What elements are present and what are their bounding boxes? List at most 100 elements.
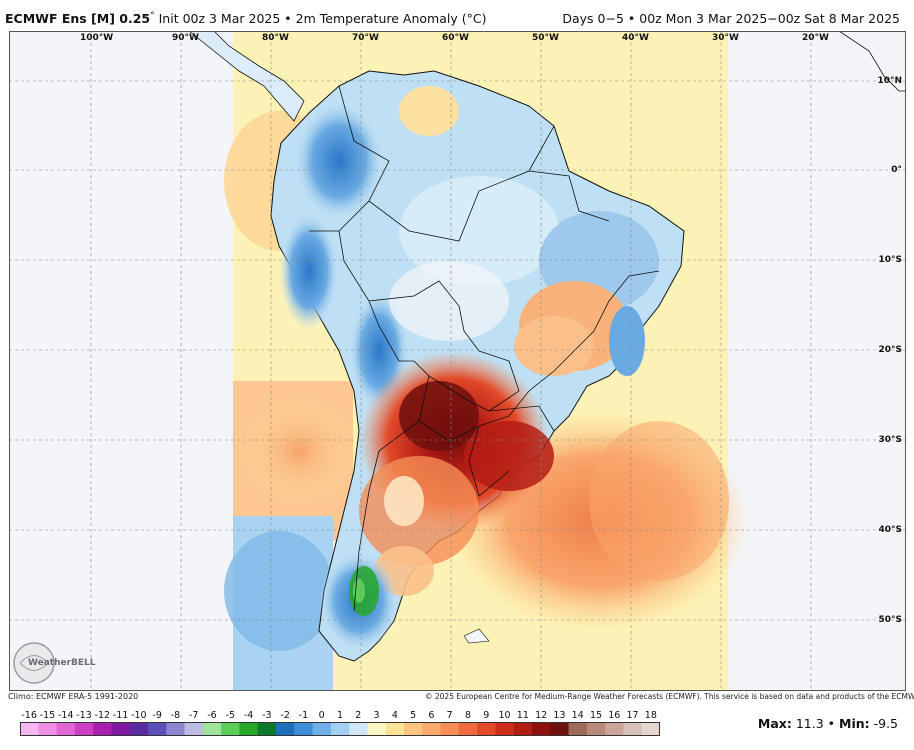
colorbar-tick-label: -2 [280,710,290,721]
max-min-stats: Max: 11.3 • Min: -9.5 [758,716,898,731]
colorbar-swatch [532,722,551,736]
colorbar-swatch [605,722,624,736]
lat-label-10n: 10°N [877,76,902,86]
title-bullet: • [284,11,292,26]
colorbar-tick-label: 14 [571,710,584,721]
max-label: Max: [757,716,792,731]
colorbar-swatch [422,722,442,736]
colorbar-swatch [294,722,314,736]
colorbar-tick-label: -8 [170,710,181,721]
valid-period: Days 0−5 • 00z Mon 3 Mar 2025−00z Sat 8 … [562,11,900,26]
colorbar-swatch [477,722,496,736]
colorbar-tick-label: -12 [94,710,111,721]
falkland-islands [463,628,490,644]
lon-label-100w: 100°W [80,33,114,43]
colorbar-tick-label: 1 [336,710,344,721]
lat-label-40s: 40°S [878,525,902,535]
colorbar-swatch [74,722,94,736]
central-america-land [187,30,305,122]
colorbar-tick-label: -6 [207,710,217,721]
colorbar-labels: -16 -15 -14 -13 -12 -11 -10 -9 -8 -7 -6 -5 -4 -3 -2 -1 0… [20,710,660,722]
lon-label-70w: 70°W [352,33,379,43]
lon-label-80w: 80°W [262,33,289,43]
land-anomaly-fills [279,86,659,651]
min-label: Min: [839,716,870,731]
model-name: ECMWF Ens [M] 0.25 [5,11,151,26]
lat-label-30s: 30°S [878,435,902,445]
colorbar-swatch [385,722,405,736]
colorbar-tick-label: -14 [57,710,74,721]
colorbar-tick-label: -5 [225,710,236,721]
lon-label-60w: 60°W [442,33,469,43]
colorbar-swatch [20,722,39,736]
colorbar-swatch [56,722,76,736]
colorbar-tick-label: 3 [373,710,380,721]
lat-label-0: 0° [891,165,902,175]
colorbar-tick-label: -15 [39,710,56,721]
lon-label-90w: 90°W [172,33,199,43]
colorbar-swatch [440,722,460,736]
colorbar-tick-label: -9 [152,710,162,721]
colorbar [20,722,660,736]
colorbar-tick-label: 4 [391,710,398,721]
colorbar-swatch [312,722,332,736]
colorbar-tick-label: 0 [318,710,325,721]
colorbar-tick-label: 16 [608,710,621,721]
colorbar-tick-label: 10 [498,710,511,721]
colorbar-swatch [111,722,131,736]
colorbar-swatch [184,722,204,736]
colorbar-swatch [239,722,259,736]
colorbar-swatch [129,722,149,736]
colorbar-tick-label: 11 [516,710,529,721]
colorbar-tick-label: -11 [112,710,129,721]
colorbar-swatch [221,722,240,736]
map-frame [9,31,906,691]
copyright-note: © 2025 European Centre for Medium-Range … [425,692,914,701]
colorbar-swatch [513,722,533,736]
colorbar-swatch [257,722,277,736]
colorbar-swatch [38,722,58,736]
anomaly-map[interactable] [9,30,907,691]
pacific-warm-core [239,396,359,506]
colorbar-swatch [458,722,478,736]
colorbar-swatch [568,722,588,736]
colorbar-swatch [93,722,112,736]
max-value: 11.3 [795,716,824,731]
colorbar-swatch [202,722,222,736]
pacific-cold-core [224,531,334,651]
colorbar-frame [20,722,660,736]
colorbar-swatch [495,722,515,736]
atlantic-warm-east [589,421,729,581]
colorbar-tick-label: 7 [446,710,453,721]
lat-label-50s: 50°S [878,615,902,625]
colorbar-swatch [367,722,387,736]
lon-label-40w: 40°W [622,33,649,43]
map-title: ECMWF Ens [M] 0.25° Init 00z 3 Mar 2025 … [5,11,486,26]
lat-label-10s: 10°S [878,255,902,265]
colorbar-swatch [166,722,186,736]
field-name: 2m Temperature Anomaly (°C) [295,11,487,26]
colorbar-tick-label: 5 [410,710,417,721]
colorbar-tick-label: -1 [298,710,309,721]
climo-note: Climo: ECMWF ERA-5 1991-2020 [8,692,139,701]
colorbar-tick-label: -3 [262,710,272,721]
colorbar-tick-label: 6 [428,710,435,721]
colorbar-tick-label: 15 [589,710,603,721]
colorbar-tick-label: 18 [644,710,657,721]
degree-mark: ° [150,11,155,21]
stats-bullet: • [827,716,836,731]
colorbar-tick-label: 12 [535,710,548,721]
colorbar-tick-label: -10 [131,710,147,721]
colorbar-tick-label: 17 [626,710,639,721]
colorbar-swatch [623,722,643,736]
logo-text: WeatherBELL [28,658,96,668]
lon-label-50w: 50°W [532,33,559,43]
map-canvas [9,30,907,691]
lat-label-20s: 20°S [878,345,902,355]
lon-label-30w: 30°W [712,33,739,43]
colorbar-swatch [148,722,167,736]
colorbar-swatch [641,722,660,736]
colorbar-tick-label: 8 [464,710,472,721]
colorbar-swatch [404,722,423,736]
lon-label-20w: 20°W [802,33,829,43]
